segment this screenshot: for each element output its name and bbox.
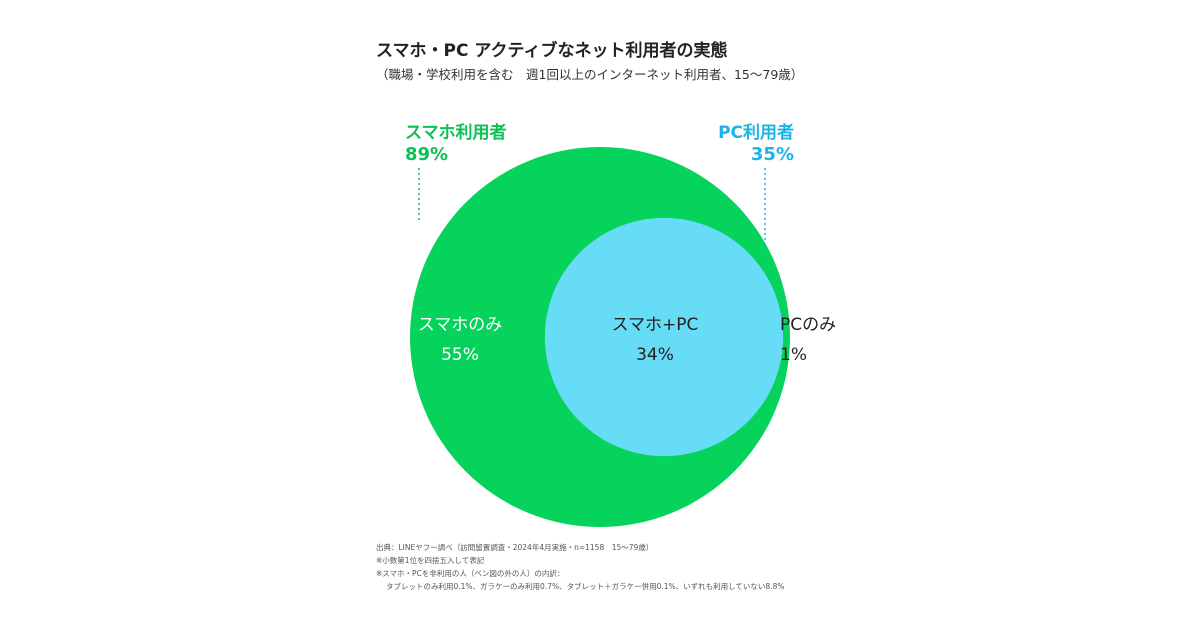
chart-subtitle: （職場・学校利用を含む 週1回以上のインターネット利用者、15〜79歳） [376,67,804,82]
breakdown-note-detail: タブレットのみ利用0.1%、ガラケーのみ利用0.7%、タブレット＋ガラケー併用0… [386,582,785,591]
pc-users-percent: 35% [750,144,794,165]
region-pc-only-value: 1% [780,345,807,365]
overlap-region [544,217,784,457]
pc-users-label: PC利用者 [718,123,794,143]
region-both-value: 34% [636,345,674,365]
region-pc-only-label: PCのみ [780,315,837,335]
region-both-label: スマホ+PC [611,315,699,335]
region-both: スマホ+PC 34% [590,310,720,370]
region-pc-only: PCのみ 1% [780,310,836,370]
smartphone-users-percent: 89% [405,144,449,165]
smartphone-users-callout: スマホ利用者 89% [405,122,507,166]
breakdown-note-title: ※スマホ・PCを非利用の人（ベン図の外の人）の内訳： [376,569,565,578]
footnotes: 出典：LINEヤフー調べ（訪問留置調査・2024年4月実施・n=1158 15〜… [376,541,785,593]
region-smartphone-only-label: スマホのみ [417,315,503,335]
rounding-note: ※小数第1位を四捨五入して表記 [376,556,485,565]
chart-title: スマホ・PC アクティブなネット利用者の実態 [376,41,728,61]
region-smartphone-only-value: 55% [441,345,479,365]
pc-users-callout: PC利用者 35% [700,122,794,166]
smartphone-users-label: スマホ利用者 [405,123,507,143]
source-note: 出典：LINEヤフー調べ（訪問留置調査・2024年4月実施・n=1158 15〜… [376,543,654,552]
region-smartphone-only: スマホのみ 55% [395,310,525,370]
